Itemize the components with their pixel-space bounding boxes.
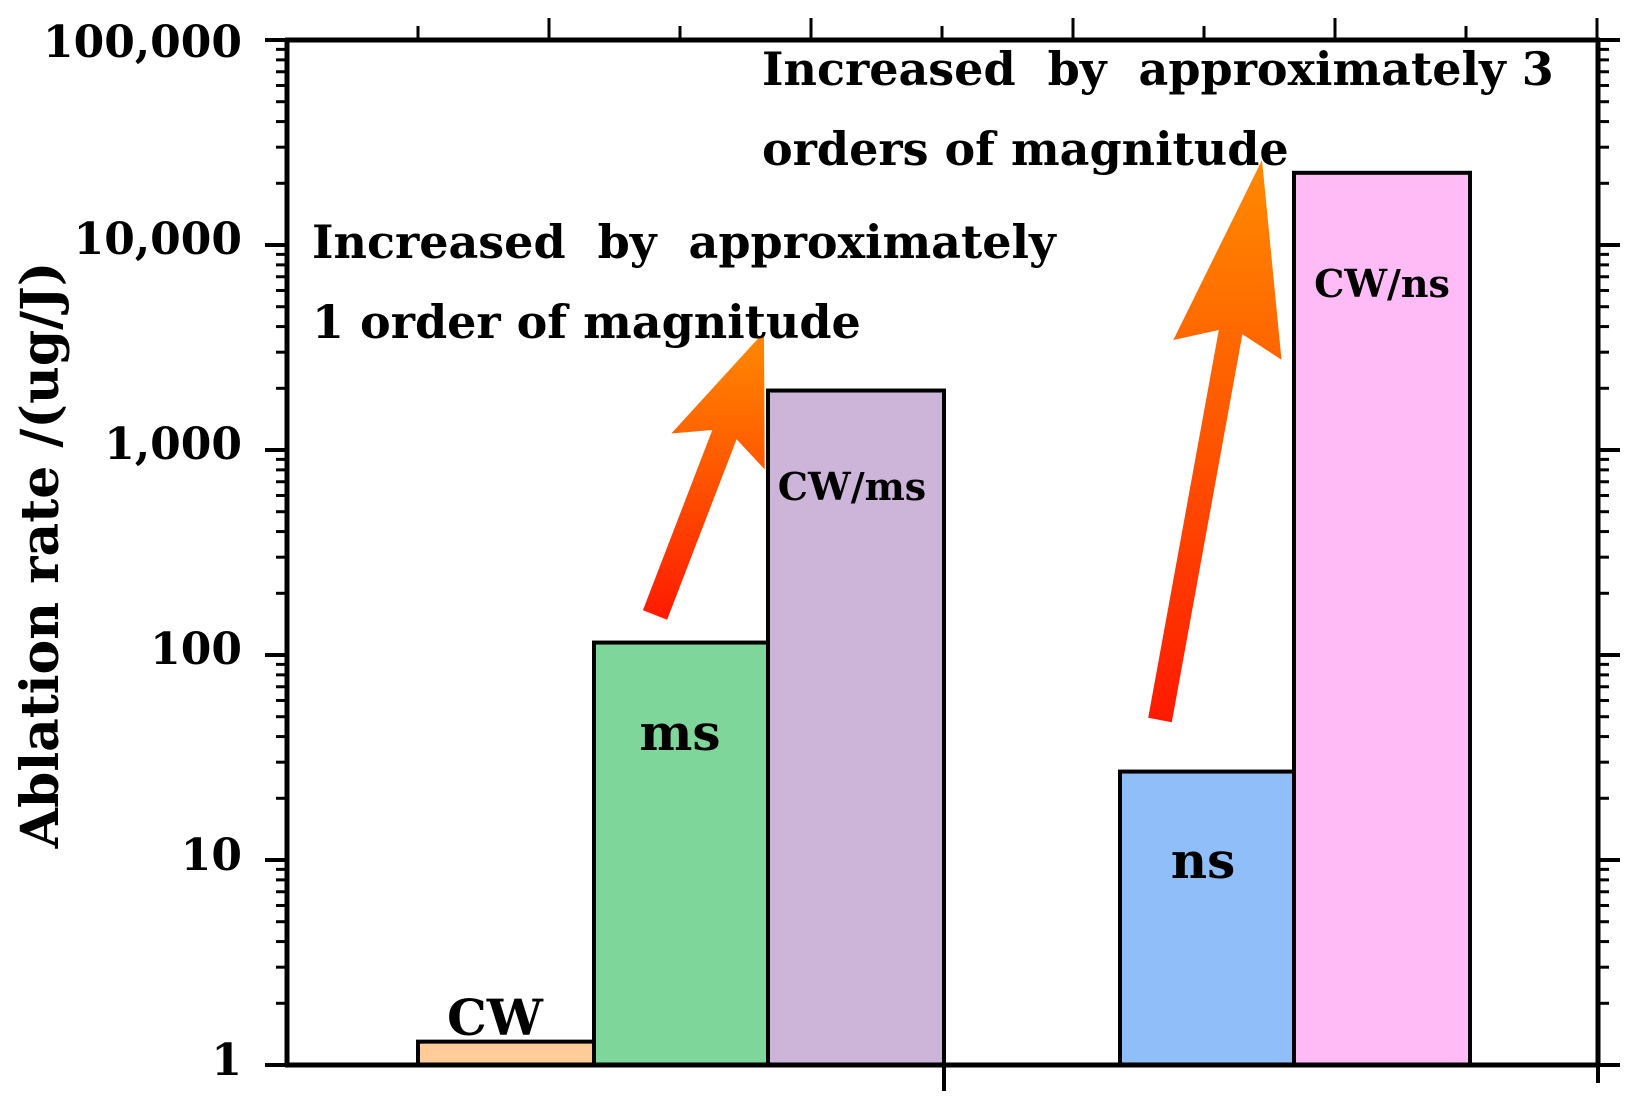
y-axis-title: Ablation rate /(ug/J) xyxy=(10,262,71,850)
y-tick-label: 10 xyxy=(181,830,242,881)
y-tick-label: 1,000 xyxy=(104,419,242,470)
bar-cw-ns xyxy=(1292,170,1472,1067)
increase-arrow xyxy=(642,332,765,620)
bar-label-ns: ns xyxy=(1171,831,1236,890)
bar-cw-ms xyxy=(766,388,946,1067)
annotation-ms-line1: Increased by approximately xyxy=(312,215,1057,269)
bar-label-cw: CW xyxy=(447,988,544,1047)
increase-arrow xyxy=(1148,160,1282,723)
bar-label-cw-ns: CW/ns xyxy=(1314,261,1450,306)
annotation-ns-line1: Increased by approximately 3 xyxy=(762,42,1554,96)
plot-frame xyxy=(284,37,1601,1068)
y-tick-label: 10,000 xyxy=(74,214,242,265)
y-tick-label: 1 xyxy=(211,1035,242,1086)
bars xyxy=(416,170,1472,1067)
bar-label-cw-ms: CW/ms xyxy=(778,464,926,509)
y-tick-label: 100,000 xyxy=(43,17,242,68)
bar-ns xyxy=(1118,769,1296,1067)
annotation-ns-line2: orders of magnitude xyxy=(762,122,1289,176)
arrows xyxy=(642,160,1282,723)
bar-label-ms: ms xyxy=(639,703,720,762)
annotation-ms-line2: 1 order of magnitude xyxy=(312,295,861,349)
y-tick-label: 100 xyxy=(150,624,242,675)
